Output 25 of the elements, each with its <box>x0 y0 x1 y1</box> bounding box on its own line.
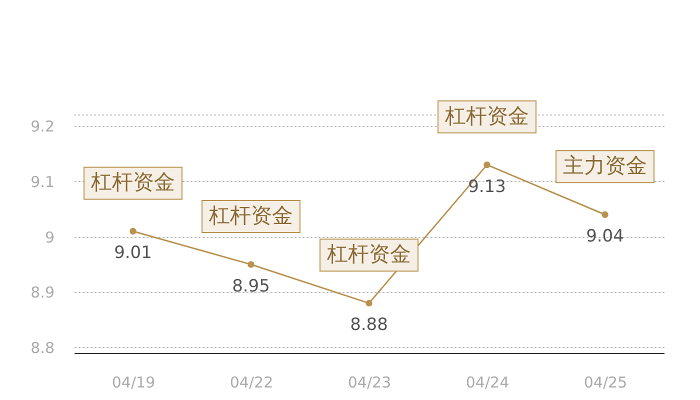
x-tick-label: 04/24 <box>466 374 510 392</box>
point <box>484 161 490 168</box>
point <box>248 261 254 268</box>
x-tick-label: 04/22 <box>230 374 274 392</box>
data-label: 9.01 <box>114 243 152 264</box>
y-tick-label: 9 <box>44 228 54 246</box>
point <box>602 211 608 218</box>
y-tick-label: 8.9 <box>30 284 54 302</box>
annotation: 杠杆资金 <box>90 170 175 194</box>
x-tick-label: 04/25 <box>584 374 628 392</box>
x-tick-label: 04/19 <box>112 374 156 392</box>
y-tick-label: 9.2 <box>30 118 54 136</box>
data-label: 9.04 <box>586 226 624 247</box>
x-tick-label: 04/23 <box>348 374 392 392</box>
annotation: 杠杆资金 <box>326 242 411 266</box>
data-label: 8.95 <box>232 276 270 296</box>
point <box>130 228 136 235</box>
annotation: 杠杆资金 <box>208 203 293 228</box>
annotation: 杠杆资金 <box>444 104 529 128</box>
y-tick-label: 9.1 <box>30 172 54 191</box>
data-label: 8.88 <box>350 315 388 336</box>
annotation: 主力资金 <box>563 154 647 178</box>
y-tick-label: 8.8 <box>30 338 54 357</box>
data-label: 9.13 <box>468 176 506 197</box>
point <box>366 300 372 307</box>
